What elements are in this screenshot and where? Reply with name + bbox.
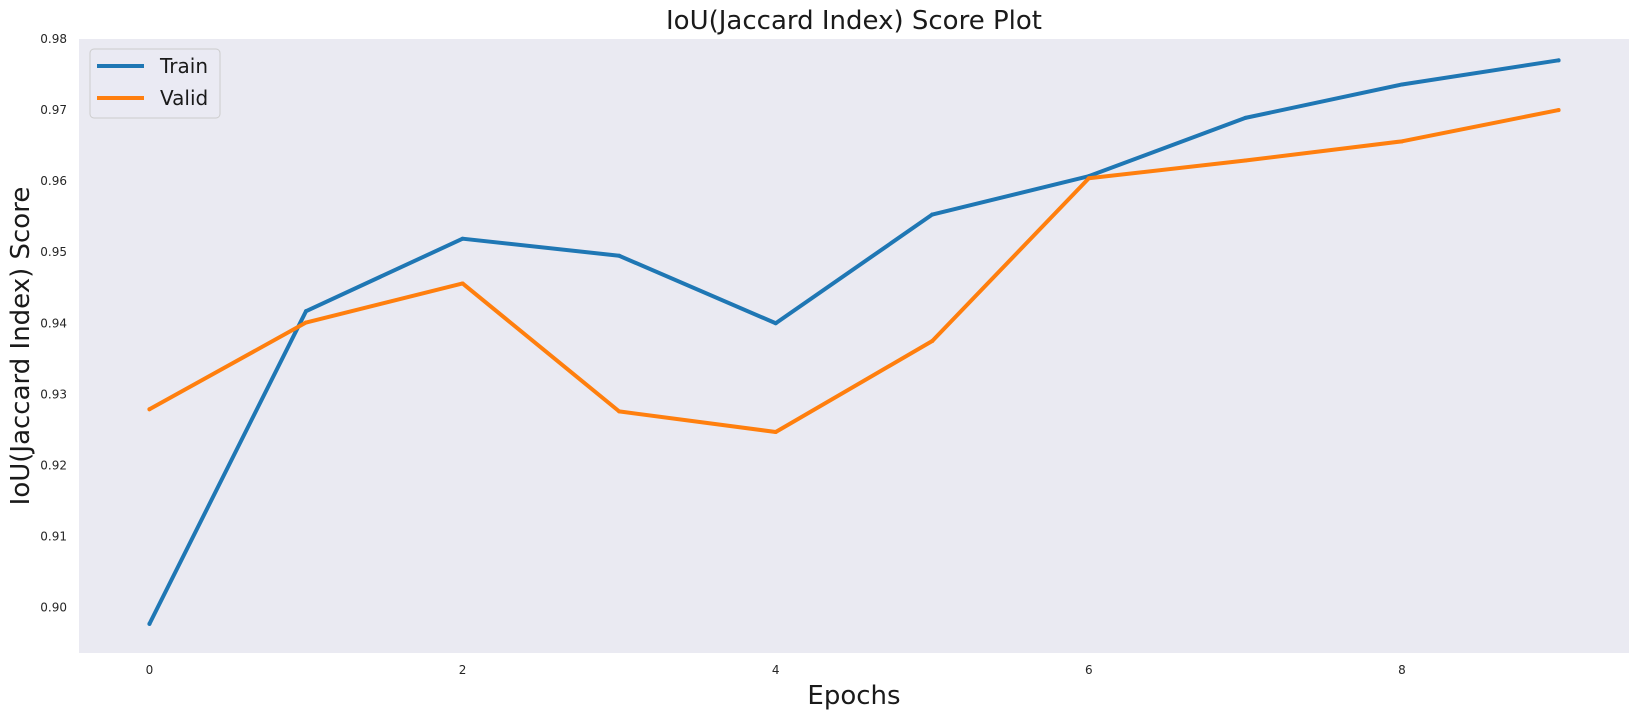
train-data-point <box>1556 58 1561 63</box>
x-tick-label: 2 <box>459 663 467 677</box>
train-data-point <box>460 236 465 241</box>
valid-data-point <box>1556 108 1561 113</box>
train-data-point <box>304 309 309 314</box>
legend: Train Valid <box>89 48 221 119</box>
train-data-point <box>773 321 778 326</box>
y-tick-label: 0.92 <box>40 458 67 472</box>
y-tick-label: 0.98 <box>40 32 67 46</box>
valid-data-point <box>1399 139 1404 144</box>
y-axis-label: IoU(Jaccard Index) Score <box>6 187 36 506</box>
train-data-point <box>1399 82 1404 87</box>
y-tick-label: 0.97 <box>40 103 67 117</box>
valid-data-point <box>460 281 465 286</box>
valid-data-point <box>617 409 622 414</box>
chart-title: IoU(Jaccard Index) Score Plot <box>666 6 1042 36</box>
train-data-point <box>930 212 935 217</box>
x-axis-ticks: 0 2 4 6 8 <box>146 663 1406 677</box>
valid-data-point <box>1243 158 1248 163</box>
x-axis-label: Epochs <box>807 681 900 711</box>
plot-area <box>79 39 1629 653</box>
x-tick-label: 8 <box>1398 663 1406 677</box>
y-tick-label: 0.94 <box>40 316 67 330</box>
train-data-point <box>617 253 622 258</box>
series-lines <box>147 58 1561 626</box>
y-tick-label: 0.91 <box>40 529 67 543</box>
y-axis-ticks: 0.90 0.91 0.92 0.93 0.94 0.95 0.96 0.97 0.98 <box>40 32 67 615</box>
y-tick-label: 0.93 <box>40 387 67 401</box>
legend-label-train: Train <box>159 54 208 78</box>
x-tick-label: 6 <box>1085 663 1093 677</box>
valid-data-point <box>304 320 309 325</box>
x-tick-label: 4 <box>772 663 780 677</box>
valid-data-point <box>930 339 935 344</box>
valid-series-line <box>147 108 1561 434</box>
y-tick-label: 0.90 <box>40 601 67 615</box>
valid-data-point <box>147 407 152 412</box>
valid-series <box>147 108 1561 434</box>
legend-label-valid: Valid <box>160 86 208 110</box>
x-tick-label: 0 <box>146 663 154 677</box>
y-tick-label: 0.96 <box>40 174 67 188</box>
train-data-point <box>1243 115 1248 120</box>
train-series-line <box>147 58 1561 626</box>
valid-data-point <box>773 429 778 434</box>
train-data-point <box>147 621 152 626</box>
valid-data-point <box>1086 176 1091 181</box>
y-tick-label: 0.95 <box>40 245 67 259</box>
